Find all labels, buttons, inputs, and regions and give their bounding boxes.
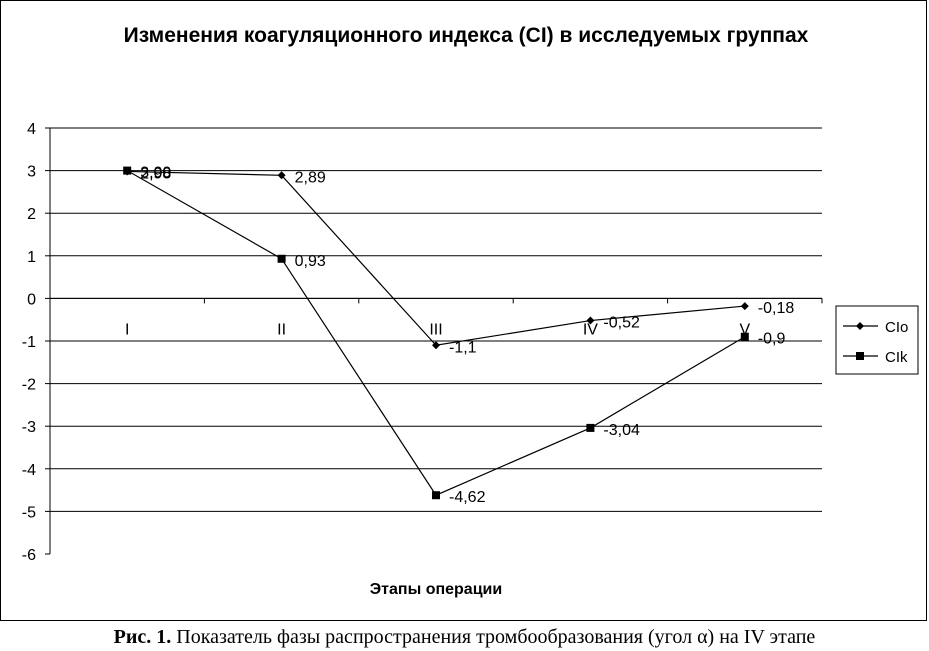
data-point-CIk	[586, 423, 595, 432]
y-tick-label: -5	[22, 504, 36, 521]
y-tick-label: -4	[22, 462, 36, 479]
data-label-CIk: 3,00	[140, 165, 171, 182]
x-tick-label: II	[277, 321, 286, 338]
data-point-CIk	[432, 491, 440, 500]
x-tick-label: III	[429, 321, 442, 338]
legend-marker-CIo	[856, 322, 864, 330]
legend-box	[835, 305, 919, 375]
y-tick-label: 2	[27, 206, 36, 223]
data-point-CIo	[277, 171, 286, 180]
data-label-CIk: -3,04	[603, 422, 640, 439]
y-tick-label: -1	[22, 334, 36, 351]
series-line-CIo	[127, 170, 745, 346]
y-tick-label: -3	[22, 419, 36, 436]
data-point-CIk	[740, 332, 749, 341]
data-label-CIo: 2,89	[295, 169, 326, 186]
chart-frame: Изменения коагуляционного индекса (CI) в…	[0, 0, 927, 621]
data-label-CIk: 0,93	[295, 253, 326, 270]
x-tick-label: V	[739, 321, 750, 338]
legend-label-CIo: CIo	[885, 319, 908, 336]
figure-caption: Рис. 1. Показатель фазы распространения …	[0, 626, 929, 649]
y-tick-label: 3	[27, 164, 36, 181]
data-point-CIo	[586, 316, 595, 325]
figure-caption-text: Показатель фазы распространения тромбооб…	[171, 626, 816, 648]
y-tick-label: -2	[22, 377, 36, 394]
x-tick-label: IV	[583, 321, 598, 338]
data-point-CIk	[277, 254, 286, 263]
y-tick-label: 4	[27, 121, 36, 138]
data-point-CIk	[123, 166, 132, 175]
y-tick-label: 1	[27, 249, 36, 266]
figure-label: Рис. 1.	[113, 626, 172, 648]
x-axis-title: Этапы операции	[370, 581, 502, 598]
data-label-CIo: -0,18	[758, 300, 795, 317]
data-point-CIo	[740, 302, 749, 311]
data-label-CIk: -4,62	[449, 489, 486, 506]
legend-marker-CIk	[856, 352, 864, 360]
data-label-CIo: 2,98	[140, 165, 171, 182]
legend-label-CIk: CIk	[885, 349, 908, 366]
chart-title: Изменения коагуляционного индекса (CI) в…	[123, 24, 809, 47]
data-label-CIk: -0,9	[758, 331, 786, 348]
data-label-CIo: -1,1	[449, 339, 477, 356]
data-label-CIo: -0,52	[603, 315, 640, 332]
data-point-CIo	[432, 341, 440, 350]
y-tick-label: 0	[27, 291, 36, 308]
x-tick-label: I	[125, 321, 129, 338]
y-tick-label: -6	[22, 547, 36, 564]
